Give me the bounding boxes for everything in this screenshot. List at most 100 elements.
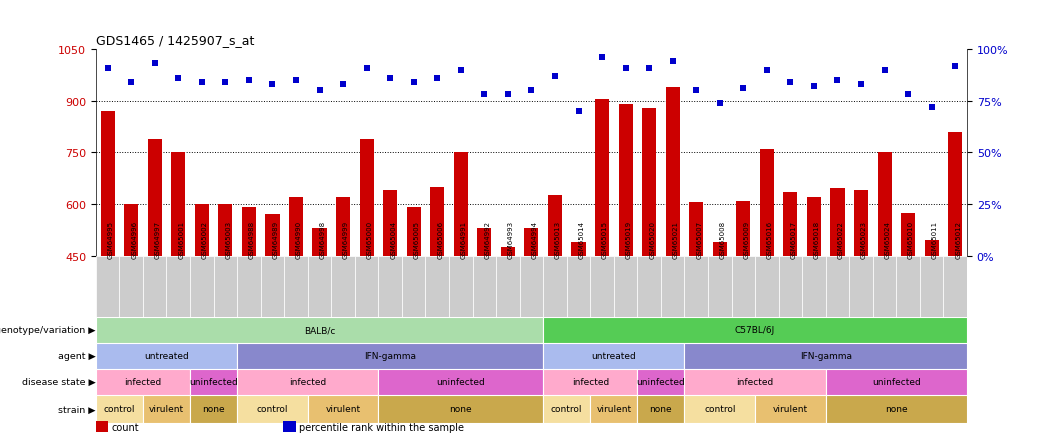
Bar	[195, 204, 208, 256]
Bar	[614, 256, 638, 317]
Text: GSM65024: GSM65024	[885, 221, 891, 259]
Bar	[567, 256, 590, 317]
Text: none: none	[649, 404, 672, 414]
Text: GSM64990: GSM64990	[296, 220, 302, 259]
Bar	[266, 215, 279, 256]
Bar	[96, 256, 120, 317]
Bar	[708, 256, 731, 317]
Bar	[737, 201, 750, 256]
Text: control: control	[256, 404, 289, 414]
Bar	[238, 343, 543, 369]
Point	[805, 83, 822, 90]
Text: GSM65008: GSM65008	[720, 220, 726, 259]
Text: virulent: virulent	[325, 404, 361, 414]
Bar	[96, 395, 143, 423]
Text: GSM65017: GSM65017	[791, 220, 796, 259]
Bar	[520, 256, 543, 317]
Text: GSM65006: GSM65006	[438, 220, 443, 259]
Text: GSM65016: GSM65016	[767, 220, 773, 259]
Point	[759, 67, 775, 74]
Text: BALB/c: BALB/c	[304, 326, 336, 334]
Text: genotype/variation ▶: genotype/variation ▶	[0, 326, 96, 334]
Bar	[143, 256, 167, 317]
Bar	[685, 343, 967, 369]
Text: GSM65001: GSM65001	[178, 220, 184, 259]
Text: GSM65007: GSM65007	[696, 220, 702, 259]
Bar	[96, 369, 190, 395]
Bar	[336, 197, 350, 256]
Text: C57BL/6J: C57BL/6J	[735, 326, 775, 334]
Point	[570, 108, 587, 115]
Point	[735, 85, 751, 92]
Point	[712, 100, 728, 107]
Bar	[359, 139, 374, 256]
Point	[499, 92, 516, 99]
Bar	[289, 197, 303, 256]
Bar	[242, 208, 256, 256]
Point	[452, 67, 469, 74]
Point	[217, 79, 233, 86]
Bar	[190, 256, 214, 317]
Text: GSM65018: GSM65018	[814, 220, 820, 259]
Text: GSM64988: GSM64988	[249, 220, 255, 259]
Text: control: control	[551, 404, 582, 414]
Bar	[825, 256, 849, 317]
Text: IFN-gamma: IFN-gamma	[799, 352, 851, 360]
Text: IFN-gamma: IFN-gamma	[364, 352, 416, 360]
Text: GSM65000: GSM65000	[367, 220, 373, 259]
Bar	[383, 191, 397, 256]
Bar	[238, 395, 307, 423]
Text: GSM65021: GSM65021	[673, 220, 678, 259]
Text: virulent: virulent	[149, 404, 184, 414]
Bar	[920, 256, 943, 317]
Bar	[143, 395, 190, 423]
Point	[876, 67, 893, 74]
Point	[381, 76, 398, 82]
Bar	[666, 88, 679, 256]
Bar	[378, 369, 543, 395]
Bar	[924, 240, 939, 256]
Bar	[802, 256, 825, 317]
Text: GDS1465 / 1425907_s_at: GDS1465 / 1425907_s_at	[96, 34, 254, 47]
Bar	[595, 100, 610, 256]
Bar	[590, 256, 614, 317]
Point	[852, 82, 869, 89]
Text: uninfected: uninfected	[437, 378, 486, 386]
Bar	[543, 395, 590, 423]
Point	[923, 104, 940, 111]
Bar	[238, 369, 378, 395]
Point	[123, 79, 140, 86]
Text: GSM65015: GSM65015	[602, 220, 609, 259]
Bar	[896, 256, 920, 317]
Text: GSM64999: GSM64999	[343, 220, 349, 259]
Bar	[873, 256, 896, 317]
Text: control: control	[704, 404, 736, 414]
Bar	[307, 395, 378, 423]
Text: control: control	[103, 404, 135, 414]
Bar	[313, 229, 326, 256]
Text: GSM64994: GSM64994	[531, 220, 538, 259]
Point	[947, 63, 964, 70]
Bar	[101, 112, 115, 256]
Bar	[284, 256, 307, 317]
Point	[829, 77, 846, 84]
Point	[429, 76, 446, 82]
Text: strain ▶: strain ▶	[58, 404, 96, 414]
Point	[170, 76, 187, 82]
Text: untreated: untreated	[144, 352, 189, 360]
Bar	[496, 256, 520, 317]
Bar	[619, 105, 632, 256]
Bar	[449, 256, 473, 317]
Bar	[378, 395, 543, 423]
Bar	[425, 256, 449, 317]
Bar	[825, 369, 967, 395]
Point	[146, 61, 163, 68]
Text: virulent: virulent	[596, 404, 631, 414]
Text: GSM65009: GSM65009	[743, 220, 749, 259]
Text: GSM65011: GSM65011	[932, 220, 938, 259]
Point	[99, 65, 116, 72]
Bar	[760, 150, 774, 256]
Bar	[778, 256, 802, 317]
Bar	[661, 256, 685, 317]
Text: GSM65003: GSM65003	[225, 220, 231, 259]
